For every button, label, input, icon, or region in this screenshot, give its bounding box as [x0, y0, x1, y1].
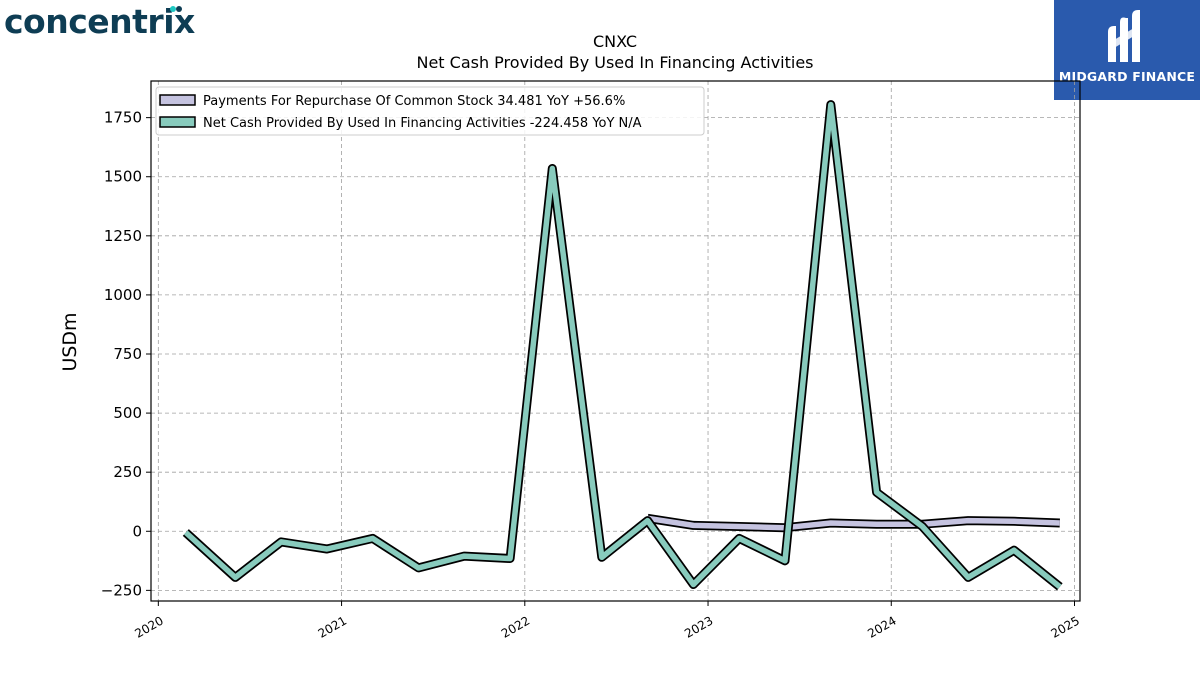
x-tick-label: 2021	[316, 613, 349, 640]
x-tick-label: 2025	[1049, 613, 1082, 640]
y-tick-label: 500	[113, 404, 142, 422]
x-tick-label: 2022	[499, 613, 532, 640]
legend-label: Payments For Repurchase Of Common Stock …	[203, 94, 625, 109]
series-financing-line	[182, 100, 1063, 591]
y-tick-label: 1250	[104, 227, 142, 245]
series-financing-line-fill	[183, 101, 1062, 589]
y-tick-label: 1750	[104, 109, 142, 127]
legend-swatch	[159, 94, 196, 106]
series-layer	[182, 100, 1063, 591]
chart-title: CNXC	[593, 32, 637, 51]
concentrix-logo-text: concentrix	[4, 2, 195, 41]
concentrix-logo: concentrix	[4, 2, 195, 41]
y-tick-label: 250	[113, 463, 142, 481]
y-tick-label: 1500	[104, 168, 142, 186]
legend-swatch	[159, 116, 196, 128]
y-axis: −250 0 250 500 750 1000 1250 1500 1750	[101, 109, 151, 599]
x-axis: 2020 2021 2022 2023 2024 2025	[132, 601, 1082, 641]
legend: Payments For Repurchase Of Common Stock …	[155, 86, 705, 136]
x-tick-label: 2024	[865, 613, 898, 640]
series-repurchase-line-fill	[647, 515, 1060, 531]
x-tick-label: 2023	[682, 613, 715, 640]
chart-subtitle: Net Cash Provided By Used In Financing A…	[416, 53, 813, 72]
x-tick-label: 2020	[132, 613, 165, 640]
y-tick-label: 0	[132, 522, 142, 540]
plot-frame	[150, 80, 1081, 602]
midgard-finance-logo: MIDGARD FINANCE	[1054, 0, 1200, 100]
legend-label: Net Cash Provided By Used In Financing A…	[203, 116, 642, 131]
y-tick-label: 1000	[104, 286, 142, 304]
series-repurchase-line	[646, 513, 1060, 533]
y-tick-label: 750	[113, 345, 142, 363]
logo-dots-icon	[170, 6, 182, 12]
midgard-m-icon	[1108, 10, 1140, 62]
y-tick-label: −250	[101, 581, 142, 599]
legend-box	[155, 86, 705, 136]
y-axis-label: USDm	[59, 312, 81, 371]
midgard-finance-text: MIDGARD FINANCE	[1058, 69, 1196, 84]
